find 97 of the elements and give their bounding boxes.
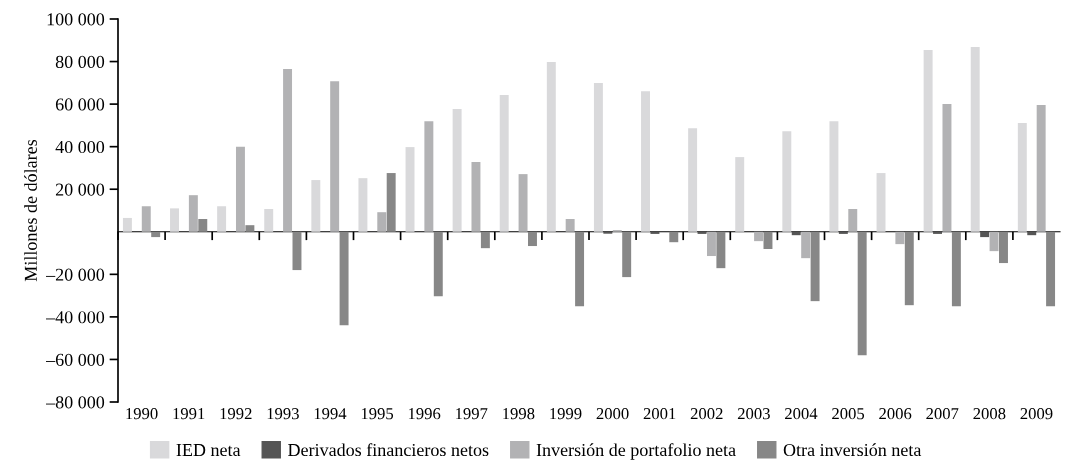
bar	[245, 225, 255, 232]
x-tick-label: 1995	[361, 408, 394, 420]
bar	[810, 231, 820, 302]
bar	[235, 146, 245, 232]
bar	[339, 231, 349, 326]
bar	[697, 231, 707, 234]
y-tick-label: –20 000	[46, 268, 105, 281]
bar	[188, 195, 198, 232]
x-tick-label: 2007	[926, 408, 959, 420]
bar	[593, 83, 603, 232]
y-tick-label: 60 000	[55, 98, 105, 111]
bar	[829, 121, 839, 232]
x-tick-label: 2005	[832, 408, 865, 420]
bar	[782, 131, 792, 232]
x-tick-label: 2000	[596, 408, 629, 420]
bar	[688, 128, 698, 232]
bar	[1046, 231, 1056, 307]
x-tick-label: 2006	[879, 408, 912, 420]
bar	[433, 231, 443, 297]
y-tick-label: 20 000	[55, 183, 105, 196]
bar	[480, 231, 490, 249]
bar	[923, 50, 933, 232]
bar	[754, 231, 764, 242]
bar	[904, 231, 914, 306]
bar	[989, 231, 999, 252]
x-tick-label: 1996	[408, 408, 441, 420]
bar	[452, 109, 462, 232]
bar	[838, 231, 848, 234]
x-tick-label: 1999	[550, 408, 582, 420]
y-tick-label: 80 000	[55, 55, 105, 68]
bar	[575, 231, 585, 307]
x-tick-label: 2001	[643, 408, 676, 420]
bar	[565, 219, 575, 232]
x-tick-label: 1992	[220, 408, 252, 420]
bar	[1017, 123, 1027, 232]
y-tick-label: 100 000	[47, 13, 105, 26]
bar	[330, 81, 340, 232]
bar	[264, 209, 274, 232]
legend-label: Inversión de portafolio neta	[536, 443, 736, 460]
bar	[283, 69, 293, 232]
bar	[122, 217, 132, 232]
bar	[857, 231, 867, 356]
x-tick-label: 1997	[456, 408, 488, 420]
bar	[358, 178, 368, 232]
legend-label: Derivados financieros netos	[288, 443, 489, 457]
bar	[951, 231, 961, 307]
y-tick-label: –60 000	[46, 353, 105, 366]
x-tick-label: 2008	[973, 408, 1006, 420]
bar	[377, 212, 387, 232]
bar	[801, 231, 811, 259]
bar	[546, 61, 556, 232]
bar	[980, 231, 990, 238]
bar	[499, 94, 509, 232]
bar	[848, 209, 858, 232]
bar	[1027, 231, 1037, 236]
x-tick-label: 1990	[126, 408, 158, 420]
bar	[895, 231, 905, 245]
bar	[706, 231, 716, 257]
bar	[641, 91, 650, 232]
bar	[669, 231, 679, 243]
bar	[622, 231, 632, 278]
x-tick-label: 2009	[1020, 408, 1053, 420]
bar	[386, 173, 396, 232]
bar	[198, 219, 208, 232]
x-tick-label: 1991	[173, 408, 205, 420]
y-tick-label: –40 000	[46, 311, 105, 324]
bar	[650, 231, 660, 234]
x-tick-label: 2004	[785, 408, 818, 420]
x-tick-label: 2002	[690, 408, 723, 420]
bar	[405, 147, 415, 232]
y-axis-title: Millones de dólares	[24, 139, 37, 282]
bar	[1036, 104, 1046, 232]
bar	[311, 180, 321, 232]
bar	[942, 104, 952, 232]
bar	[151, 231, 161, 238]
x-tick-label: 1998	[503, 408, 535, 420]
bar	[716, 231, 726, 269]
bar	[518, 174, 528, 232]
bar	[471, 161, 481, 232]
bar	[999, 231, 1008, 264]
bar	[528, 231, 537, 247]
y-tick-label: –80 000	[46, 396, 105, 409]
bar	[217, 206, 227, 232]
bar	[970, 47, 980, 232]
legend-label: IED neta	[176, 444, 241, 457]
x-tick-label: 2003	[737, 408, 770, 420]
bar	[933, 231, 943, 234]
legend-label: Otra inversión neta	[783, 443, 922, 457]
bar	[170, 208, 179, 232]
y-tick-label: 40 000	[55, 140, 105, 154]
bar	[876, 173, 886, 232]
bar	[424, 121, 434, 232]
bar	[791, 231, 801, 236]
bar	[141, 206, 151, 232]
x-tick-label: 1994	[314, 408, 347, 420]
x-tick-label: 1993	[267, 408, 299, 420]
bar	[735, 157, 745, 232]
